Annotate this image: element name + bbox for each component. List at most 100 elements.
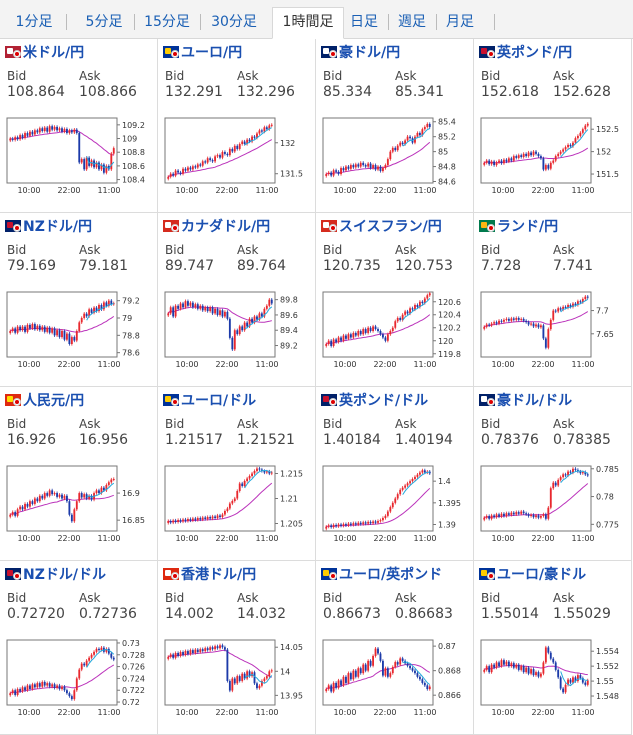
x-tick-label: 22:00 [215, 708, 238, 717]
pair-title-link[interactable]: NZドル/ドル [5, 565, 106, 585]
tab-daily[interactable]: 日足 [350, 14, 378, 30]
currency-pair-card[interactable]: 英ポンド/円 Bid Ask 152.618 152.628 152.5 152 151.5 1… [474, 39, 632, 213]
pair-name[interactable]: 英ポンド/円 [497, 45, 573, 61]
pair-title-link[interactable]: 人民元/円 [5, 391, 84, 411]
hkd-jpy-flag-icon [163, 568, 179, 580]
candle [223, 311, 226, 317]
pair-name[interactable]: カナダドル/円 [181, 219, 271, 235]
currency-pair-card[interactable]: ランド/円 Bid Ask 7.728 7.741 7.7 7.65 10:00 22:00 11… [474, 213, 632, 387]
tab-15min[interactable]: 15分足 [144, 14, 190, 30]
currency-pair-card[interactable]: NZドル/円 Bid Ask 79.169 79.181 79.2 79 78.8 78.6 10… [0, 213, 158, 387]
candle [216, 515, 219, 518]
currency-pair-card[interactable]: スイスフラン/円 Bid Ask 120.735 120.753 120.6 120.4 12… [316, 213, 474, 387]
candle [53, 328, 56, 336]
pair-name[interactable]: NZドル/ドル [23, 567, 106, 583]
pair-name[interactable]: 豪ドル/円 [339, 45, 401, 61]
price-chart: 0.785 0.78 0.775 10:00 22:00 11:00 [480, 465, 619, 543]
candle [73, 337, 76, 341]
candle [581, 472, 584, 474]
pair-name[interactable]: ユーロ/英ポンド [339, 567, 443, 583]
bid-label: Bid [323, 243, 343, 257]
currency-pair-card[interactable]: 豪ドル/円 Bid Ask 85.334 85.341 85.4 85.2 85 84.8 84.… [316, 39, 474, 213]
currency-pair-card[interactable]: 香港ドル/円 Bid Ask 14.002 14.032 14.05 14 13.95 10:0… [158, 561, 316, 735]
candle [189, 519, 192, 521]
currency-pair-card[interactable]: NZドル/ドル Bid Ask 0.72720 0.72736 0.73 0.728 0.72… [0, 561, 158, 735]
currency-pair-card[interactable]: 米ドル/円 Bid Ask 108.864 108.866 109.2 109 108.8 10… [0, 39, 158, 213]
currency-pair-card[interactable]: カナダドル/円 Bid Ask 89.747 89.764 89.8 89.6 89.4 89.… [158, 213, 316, 387]
pair-title-link[interactable]: カナダドル/円 [163, 217, 270, 237]
candle [95, 490, 98, 494]
pair-name[interactable]: スイスフラン/円 [339, 219, 442, 235]
candle [364, 329, 367, 333]
tab-weekly[interactable]: 週足 [398, 14, 426, 30]
tab-monthly[interactable]: 月足 [446, 14, 474, 30]
pair-title-link[interactable]: 米ドル/円 [5, 43, 84, 63]
pair-name[interactable]: NZドル/円 [23, 219, 92, 235]
currency-pair-card[interactable]: 豪ドル/ドル Bid Ask 0.78376 0.78385 0.785 0.78 0.775… [474, 387, 632, 561]
pair-title-link[interactable]: ユーロ/円 [163, 43, 242, 63]
pair-name[interactable]: ユーロ/円 [181, 45, 243, 61]
ask-value: 152.628 [553, 84, 611, 100]
currency-pair-card[interactable]: ユーロ/豪ドル Bid Ask 1.55014 1.55029 1.554 1.552 1.5… [474, 561, 632, 735]
candle [48, 327, 51, 333]
nzd-usd-flag-icon [5, 568, 21, 580]
currency-pair-card[interactable]: ユーロ/ドル Bid Ask 1.21517 1.21521 1.215 1.21 1.205… [158, 387, 316, 561]
candle [110, 153, 113, 170]
moving-average-long [167, 139, 273, 178]
pair-title-link[interactable]: 香港ドル/円 [163, 565, 256, 585]
pair-name[interactable]: ユーロ/ドル [181, 393, 257, 409]
candle [167, 313, 170, 316]
pair-name[interactable]: ユーロ/豪ドル [497, 567, 587, 583]
pair-title-link[interactable]: 英ポンド/ドル [321, 391, 428, 411]
candle [576, 301, 579, 305]
candle [372, 521, 375, 524]
candle [253, 316, 256, 323]
pair-title-link[interactable]: ランド/円 [479, 217, 558, 237]
pair-title-link[interactable]: NZドル/円 [5, 217, 92, 237]
candle [406, 136, 409, 141]
tab-1hour[interactable]: 1時間足 [272, 7, 344, 39]
candle [253, 471, 256, 474]
candle [263, 471, 266, 473]
candle [43, 493, 46, 499]
pair-title-link[interactable]: 豪ドル/ドル [479, 391, 572, 411]
pair-name[interactable]: 豪ドル/ドル [497, 393, 573, 409]
tab-5min[interactable]: 5分足 [85, 14, 123, 30]
bid-value: 120.735 [323, 258, 381, 274]
pair-name[interactable]: 人民元/円 [23, 393, 85, 409]
candle [65, 690, 68, 694]
x-tick-label: 10:00 [17, 186, 40, 195]
pair-title-link[interactable]: ユーロ/ドル [163, 391, 256, 411]
tab-1min[interactable]: 1分足 [15, 14, 53, 30]
currency-pair-card[interactable]: 人民元/円 Bid Ask 16.926 16.956 16.9 16.85 10:00 22:… [0, 387, 158, 561]
pair-name[interactable]: 香港ドル/円 [181, 567, 257, 583]
pair-name[interactable]: 英ポンド/ドル [339, 393, 429, 409]
candle [423, 298, 426, 304]
candle [83, 313, 86, 318]
bid-value: 1.55014 [481, 606, 539, 622]
pair-title-link[interactable]: 豪ドル/円 [321, 43, 400, 63]
candle [78, 133, 81, 163]
candle [38, 325, 41, 331]
eur-usd-flag-icon [163, 394, 179, 406]
pair-title-link[interactable]: 英ポンド/円 [479, 43, 572, 63]
aud-usd-flag-icon [479, 394, 495, 406]
y-tick-label: 108.6 [122, 162, 145, 171]
pair-title-link[interactable]: ユーロ/豪ドル [479, 565, 586, 585]
pair-title-link[interactable]: ユーロ/英ポンド [321, 565, 442, 585]
pair-name[interactable]: 米ドル/円 [23, 45, 85, 61]
candle [367, 163, 370, 167]
candle [535, 151, 537, 154]
pair-name[interactable]: ランド/円 [497, 219, 559, 235]
currency-pair-card[interactable]: ユーロ/英ポンド Bid Ask 0.86673 0.86683 0.87 0.868 0.8… [316, 561, 474, 735]
candle [243, 322, 246, 331]
pair-title-link[interactable]: スイスフラン/円 [321, 217, 442, 237]
tab-30min[interactable]: 30分足 [211, 14, 257, 30]
timeframe-tabbar: 1分足 5分足 15分足 30分足 1時間足 日足 週足 月足 [0, 0, 633, 39]
candle [381, 660, 384, 676]
x-tick-label: 10:00 [175, 360, 198, 369]
tab-separator [388, 14, 389, 30]
currency-pair-card[interactable]: ユーロ/円 Bid Ask 132.291 132.296 132 131.5 10:00 22… [158, 39, 316, 213]
candle [80, 493, 83, 498]
currency-pair-card[interactable]: 英ポンド/ドル Bid Ask 1.40184 1.40194 1.4 1.395 1.39 1… [316, 387, 474, 561]
